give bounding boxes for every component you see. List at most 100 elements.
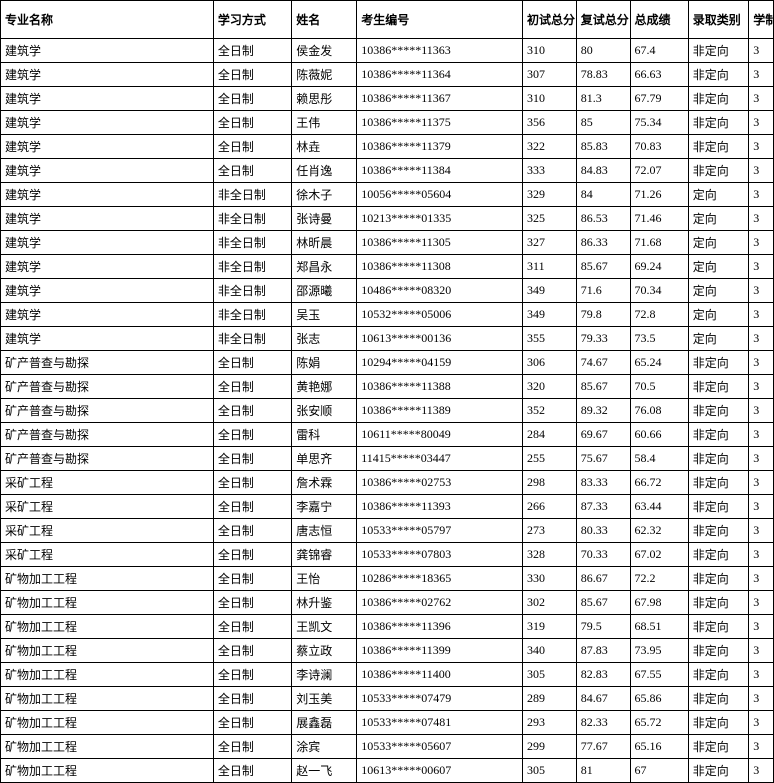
cell-years: 3 <box>749 471 774 495</box>
table-row: 建筑学全日制侯金发10386*****113633108067.4非定向3 <box>1 39 774 63</box>
cell-id: 10613*****00136 <box>357 327 523 351</box>
cell-years: 3 <box>749 687 774 711</box>
cell-score2: 81 <box>576 759 630 783</box>
cell-mode: 非全日制 <box>213 303 291 327</box>
cell-mode: 全日制 <box>213 135 291 159</box>
cell-major: 建筑学 <box>1 231 214 255</box>
cell-years: 3 <box>749 375 774 399</box>
header-name: 姓名 <box>292 1 357 39</box>
cell-total: 65.86 <box>630 687 688 711</box>
table-row: 建筑学非全日制郑昌永10386*****1130831185.6769.24定向… <box>1 255 774 279</box>
cell-major: 矿产普查与勘探 <box>1 447 214 471</box>
cell-score2: 86.67 <box>576 567 630 591</box>
cell-years: 3 <box>749 639 774 663</box>
cell-score1: 293 <box>523 711 577 735</box>
cell-mode: 全日制 <box>213 759 291 783</box>
cell-major: 建筑学 <box>1 135 214 159</box>
cell-id: 10533*****05797 <box>357 519 523 543</box>
cell-id: 10386*****11364 <box>357 63 523 87</box>
cell-type: 非定向 <box>688 447 748 471</box>
cell-type: 非定向 <box>688 159 748 183</box>
cell-id: 10486*****08320 <box>357 279 523 303</box>
cell-name: 林垚 <box>292 135 357 159</box>
cell-major: 建筑学 <box>1 111 214 135</box>
cell-id: 10386*****11379 <box>357 135 523 159</box>
cell-score1: 328 <box>523 543 577 567</box>
cell-name: 赵一飞 <box>292 759 357 783</box>
cell-name: 李诗澜 <box>292 663 357 687</box>
header-score1: 初试总分 <box>523 1 577 39</box>
cell-major: 建筑学 <box>1 279 214 303</box>
cell-score2: 85.67 <box>576 255 630 279</box>
cell-years: 3 <box>749 303 774 327</box>
cell-type: 定向 <box>688 207 748 231</box>
cell-name: 陈娟 <box>292 351 357 375</box>
cell-type: 非定向 <box>688 471 748 495</box>
cell-score1: 330 <box>523 567 577 591</box>
header-score2: 复试总分 <box>576 1 630 39</box>
cell-score2: 82.83 <box>576 663 630 687</box>
cell-years: 3 <box>749 135 774 159</box>
cell-id: 10386*****11393 <box>357 495 523 519</box>
cell-type: 非定向 <box>688 519 748 543</box>
cell-id: 10386*****11388 <box>357 375 523 399</box>
cell-score1: 266 <box>523 495 577 519</box>
cell-name: 刘玉美 <box>292 687 357 711</box>
cell-total: 67.79 <box>630 87 688 111</box>
cell-type: 定向 <box>688 231 748 255</box>
cell-score1: 306 <box>523 351 577 375</box>
cell-name: 龚锦睿 <box>292 543 357 567</box>
cell-type: 非定向 <box>688 63 748 87</box>
cell-mode: 全日制 <box>213 471 291 495</box>
cell-mode: 全日制 <box>213 63 291 87</box>
table-row: 建筑学非全日制吴玉10532*****0500634979.872.8定向3 <box>1 303 774 327</box>
cell-years: 3 <box>749 183 774 207</box>
cell-mode: 非全日制 <box>213 255 291 279</box>
cell-total: 67.4 <box>630 39 688 63</box>
cell-major: 建筑学 <box>1 255 214 279</box>
cell-name: 唐志恒 <box>292 519 357 543</box>
cell-major: 建筑学 <box>1 63 214 87</box>
table-row: 建筑学全日制任肖逸10386*****1138433384.8372.07非定向… <box>1 159 774 183</box>
cell-type: 定向 <box>688 279 748 303</box>
cell-id: 10533*****05607 <box>357 735 523 759</box>
cell-score1: 307 <box>523 63 577 87</box>
cell-id: 10386*****11363 <box>357 39 523 63</box>
cell-score2: 81.3 <box>576 87 630 111</box>
cell-years: 3 <box>749 87 774 111</box>
cell-total: 67.02 <box>630 543 688 567</box>
cell-score2: 87.83 <box>576 639 630 663</box>
cell-mode: 全日制 <box>213 591 291 615</box>
table-row: 矿物加工工程全日制刘玉美10533*****0747928984.6765.86… <box>1 687 774 711</box>
cell-total: 71.26 <box>630 183 688 207</box>
cell-major: 采矿工程 <box>1 543 214 567</box>
cell-name: 单思齐 <box>292 447 357 471</box>
cell-id: 10213*****01335 <box>357 207 523 231</box>
cell-mode: 全日制 <box>213 567 291 591</box>
cell-score2: 85.83 <box>576 135 630 159</box>
header-mode: 学习方式 <box>213 1 291 39</box>
cell-id: 10286*****18365 <box>357 567 523 591</box>
table-body: 建筑学全日制侯金发10386*****113633108067.4非定向3建筑学… <box>1 39 774 783</box>
cell-mode: 全日制 <box>213 39 291 63</box>
cell-type: 非定向 <box>688 39 748 63</box>
cell-total: 66.72 <box>630 471 688 495</box>
cell-score2: 71.6 <box>576 279 630 303</box>
cell-type: 非定向 <box>688 87 748 111</box>
cell-total: 70.83 <box>630 135 688 159</box>
table-row: 建筑学全日制王伟10386*****113753568575.34非定向3 <box>1 111 774 135</box>
cell-name: 王怡 <box>292 567 357 591</box>
cell-name: 邵源曦 <box>292 279 357 303</box>
cell-score1: 310 <box>523 39 577 63</box>
cell-type: 非定向 <box>688 567 748 591</box>
cell-name: 展鑫磊 <box>292 711 357 735</box>
cell-score1: 327 <box>523 231 577 255</box>
table-row: 建筑学非全日制张志10613*****0013635579.3373.5定向3 <box>1 327 774 351</box>
table-row: 矿物加工工程全日制展鑫磊10533*****0748129382.3365.72… <box>1 711 774 735</box>
cell-total: 67.98 <box>630 591 688 615</box>
cell-id: 10386*****11367 <box>357 87 523 111</box>
cell-years: 3 <box>749 351 774 375</box>
cell-mode: 全日制 <box>213 615 291 639</box>
cell-type: 非定向 <box>688 759 748 783</box>
cell-total: 73.95 <box>630 639 688 663</box>
